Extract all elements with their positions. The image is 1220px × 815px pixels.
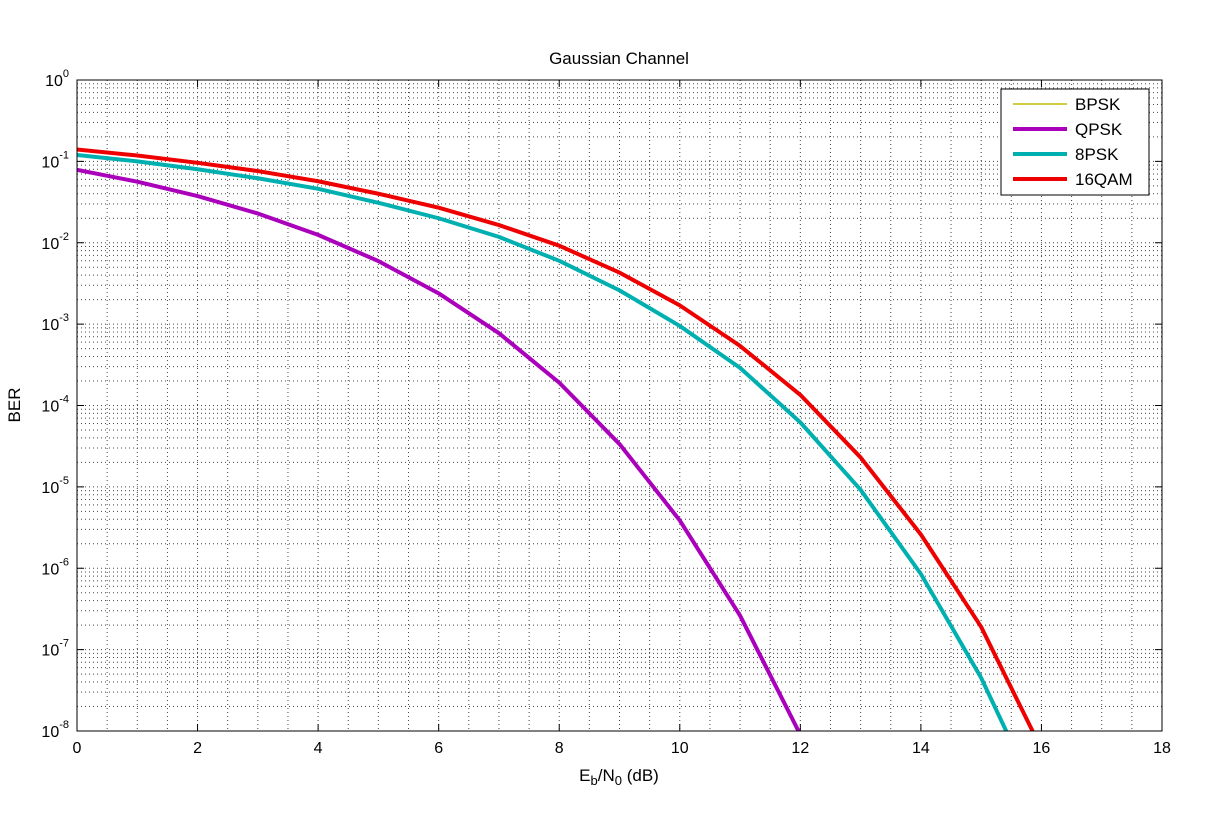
y-tick-label: 10-7	[41, 638, 69, 660]
x-axis-label-sub-b: b	[591, 773, 598, 788]
series-line-qpsk	[77, 167, 801, 731]
x-axis-label-sub-0: 0	[615, 773, 622, 788]
y-tick-label: 10-4	[41, 394, 69, 416]
y-tick-label-exponent: -8	[59, 719, 69, 731]
y-tick-label-exponent: 0	[63, 68, 69, 80]
y-tick-label-base: 10	[45, 73, 63, 90]
x-axis-label-main: E	[579, 766, 590, 785]
y-tick-label-exponent: -2	[59, 231, 69, 243]
y-tick-label-exponent: -1	[59, 149, 69, 161]
x-tick-label: 0	[73, 740, 82, 757]
legend-label-16qam: 16QAM	[1075, 170, 1133, 189]
x-axis-label-mid: /N	[598, 766, 615, 785]
x-tick-label: 2	[193, 740, 202, 757]
series-lines	[77, 147, 1035, 731]
y-tick-label-exponent: -6	[59, 556, 69, 568]
legend-label-qpsk: QPSK	[1075, 120, 1123, 139]
x-tick-label: 8	[555, 740, 564, 757]
x-tick-label: 16	[1033, 740, 1051, 757]
y-tick-label-base: 10	[41, 317, 59, 334]
plot-frame	[76, 79, 1163, 732]
x-tick-label: 10	[671, 740, 689, 757]
y-tick-label-base: 10	[41, 561, 59, 578]
y-tick-label: 10-6	[41, 556, 69, 578]
y-tick-label-base: 10	[41, 643, 59, 660]
y-axis-label: BER	[5, 388, 24, 423]
grid-lines	[77, 80, 1162, 731]
chart-title: Gaussian Channel	[549, 49, 689, 68]
y-tick-label-base: 10	[41, 724, 59, 741]
y-tick-label-base: 10	[41, 399, 59, 416]
legend-label-bpsk: BPSK	[1075, 95, 1121, 114]
y-tick-label: 10-3	[41, 312, 69, 334]
y-tick-label: 10-8	[41, 719, 69, 741]
x-tick-label: 18	[1153, 740, 1171, 757]
y-tick-label: 10-1	[41, 149, 69, 171]
y-tick-label: 100	[45, 68, 69, 90]
legend-label-8psk: 8PSK	[1075, 145, 1119, 164]
y-tick-label: 10-5	[41, 475, 69, 497]
series-line-16qam	[77, 147, 1035, 731]
x-axis-label-tail: (dB)	[622, 766, 659, 785]
y-tick-label-exponent: -5	[59, 475, 69, 487]
y-tick-label: 10-2	[41, 231, 69, 253]
series-line-8psk	[77, 152, 1009, 731]
y-tick-label-exponent: -7	[59, 638, 69, 650]
y-tick-label-exponent: -3	[59, 312, 69, 324]
x-tick-label: 14	[912, 740, 930, 757]
y-tick-label-base: 10	[41, 480, 59, 497]
x-axis-label: Eb/N0 (dB)	[579, 766, 659, 788]
x-tick-label: 4	[314, 740, 323, 757]
y-tick-label-exponent: -4	[59, 394, 69, 406]
y-tick-label-base: 10	[41, 236, 59, 253]
axis-ticks	[76, 79, 1163, 732]
y-tick-label-base: 10	[41, 154, 59, 171]
legend: BPSK QPSK 8PSK 16QAM	[1000, 88, 1150, 196]
x-tick-label: 12	[791, 740, 809, 757]
x-tick-labels: 0 2 4 6 8 10 12 14 16 18	[73, 740, 1171, 757]
x-tick-label: 6	[434, 740, 443, 757]
